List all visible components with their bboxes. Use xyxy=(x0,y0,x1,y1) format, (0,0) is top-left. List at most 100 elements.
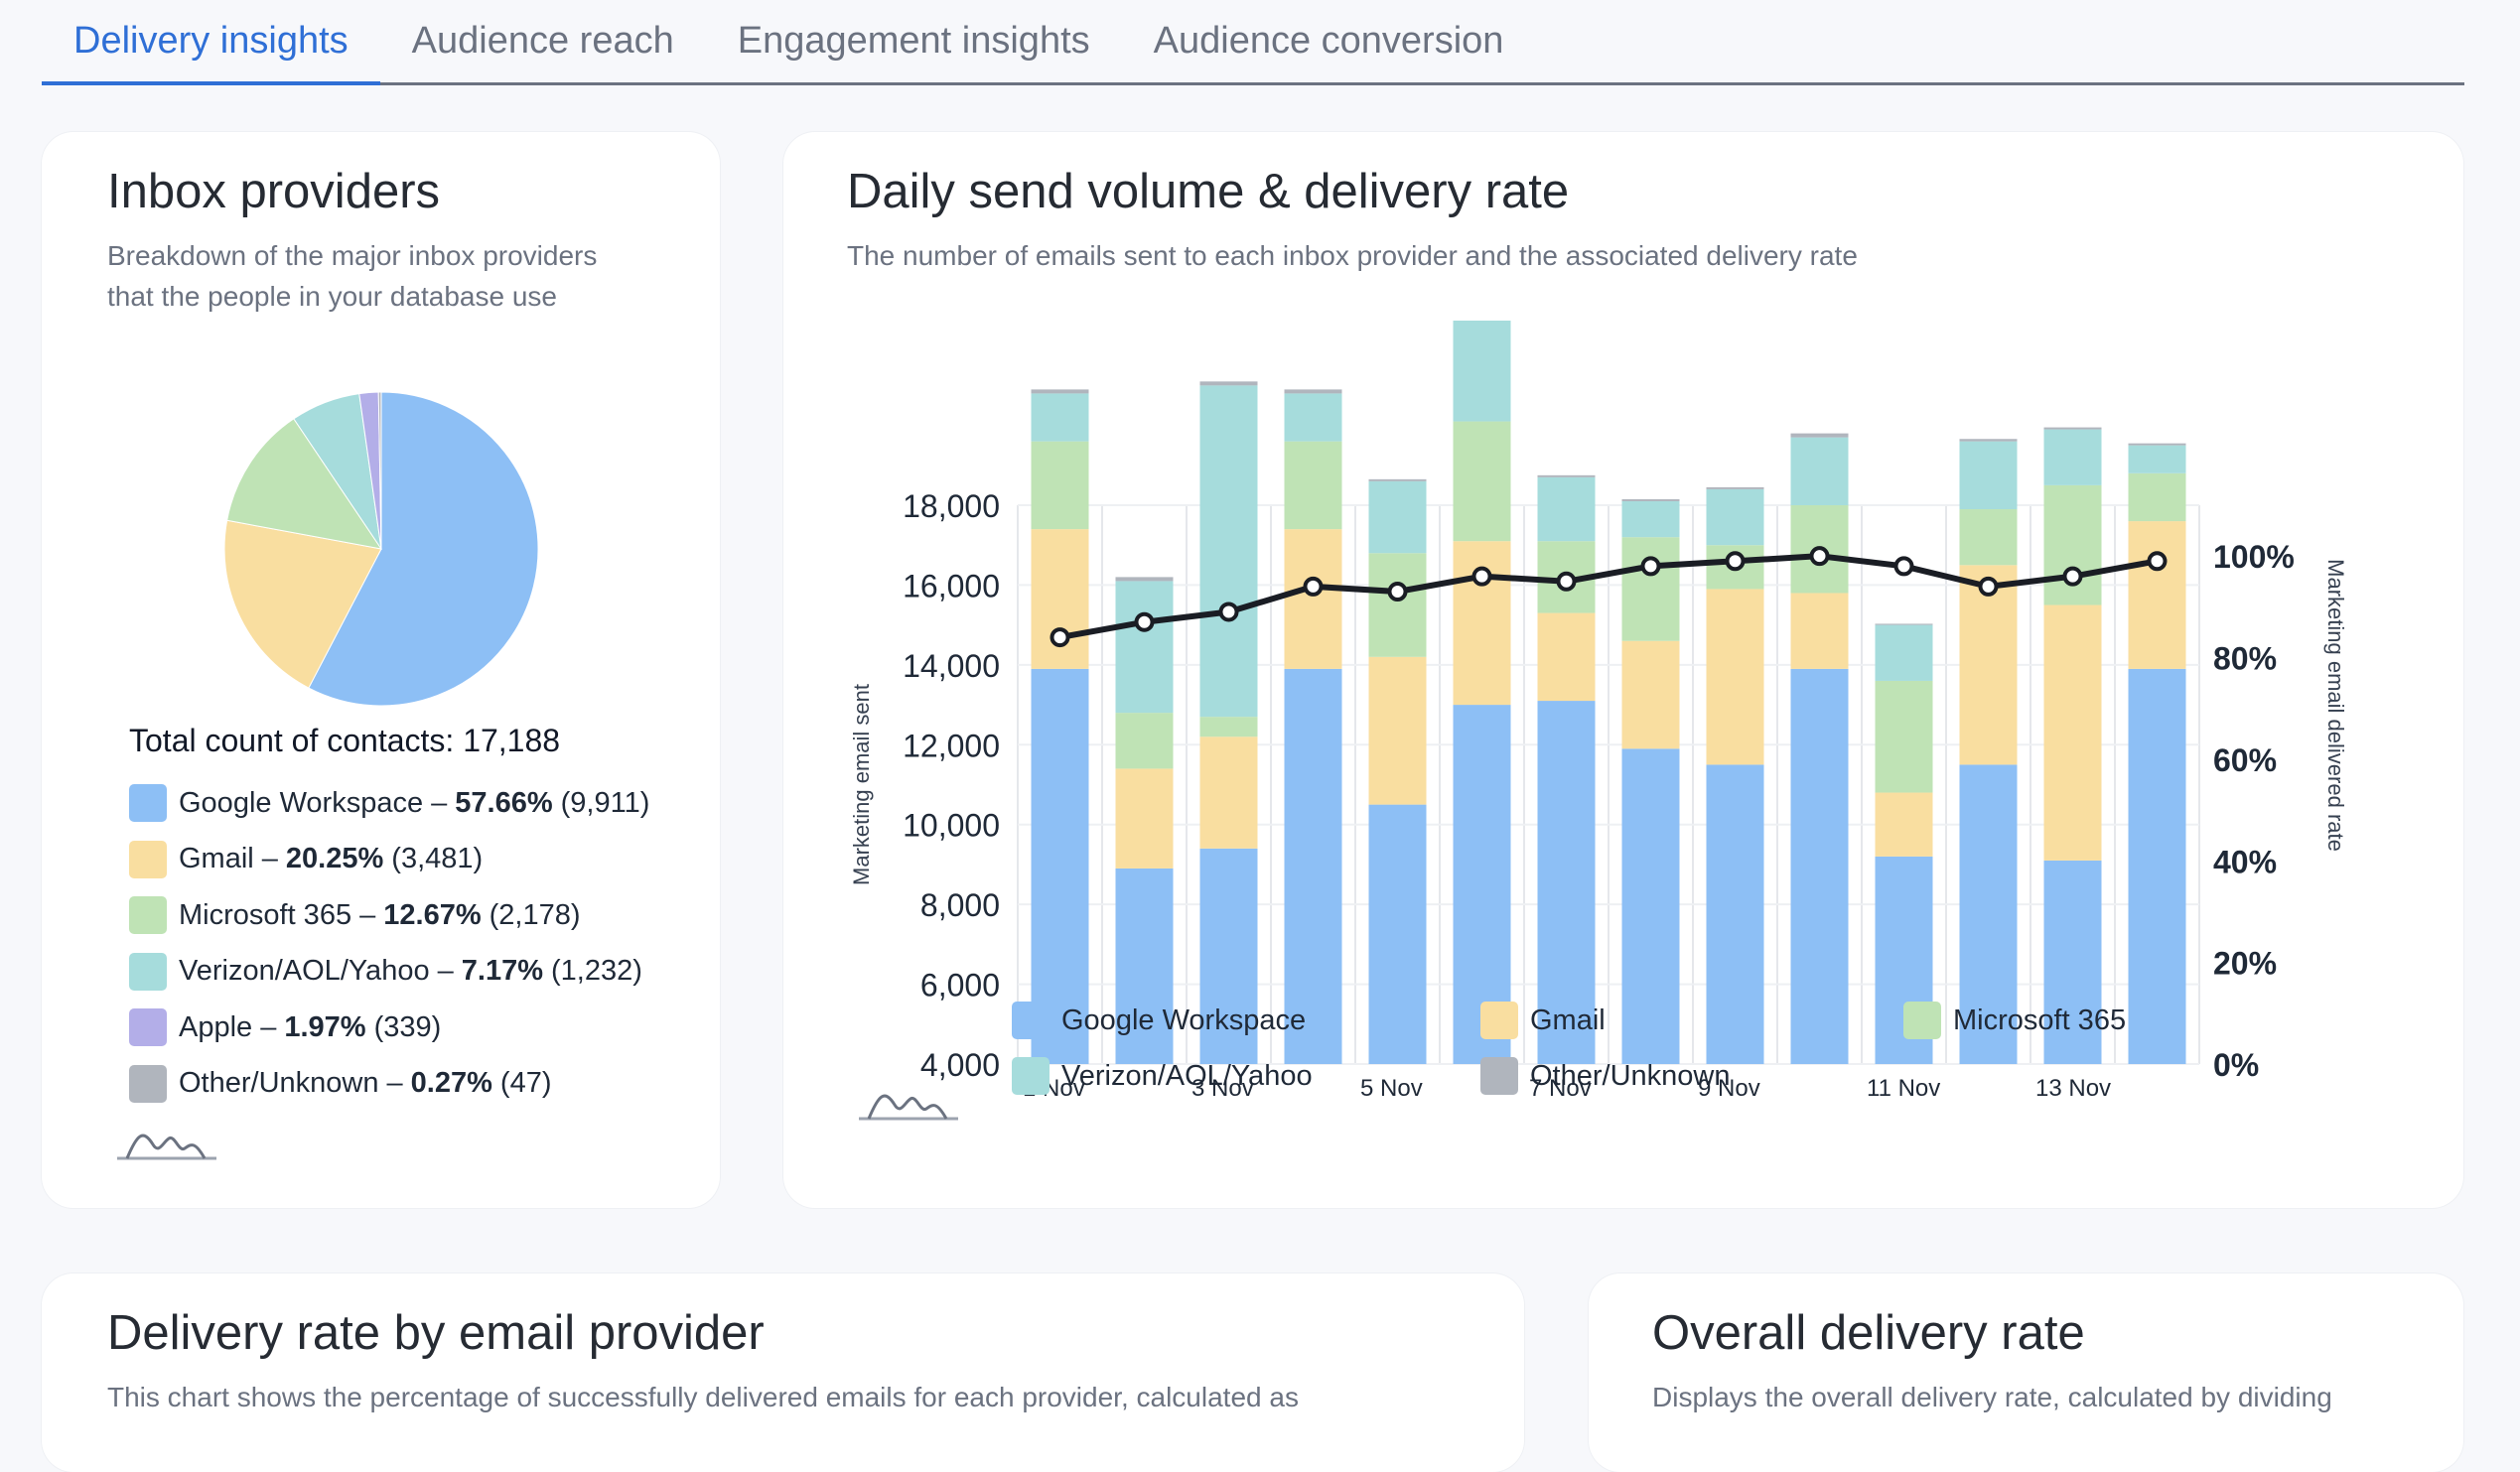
delivery-rate-point-9-nov[interactable] xyxy=(1725,551,1746,572)
bar-verizon-aol-yahoo-8-nov[interactable] xyxy=(1621,500,1680,538)
delivery-rate-point-13-nov[interactable] xyxy=(2062,566,2083,587)
bar-gmail-11-nov[interactable] xyxy=(1875,792,1933,857)
bar-microsoft-365-13-nov[interactable] xyxy=(2043,484,2102,605)
bar-verizon-aol-yahoo-7-nov[interactable] xyxy=(1537,476,1596,542)
bar-verizon-aol-yahoo-4-nov[interactable] xyxy=(1284,393,1342,442)
bar-verizon-aol-yahoo-3-nov[interactable] xyxy=(1199,385,1258,718)
chart-legend-item-verizon-aol-yahoo[interactable]: Verizon/AOL/Yahoo xyxy=(1012,1054,1313,1098)
bar-google-workspace-2-nov[interactable] xyxy=(1115,868,1174,1064)
bar-other-unknown-4-nov[interactable] xyxy=(1284,389,1342,394)
bar-verizon-aol-yahoo-12-nov[interactable] xyxy=(1959,441,2018,510)
bar-microsoft-365-14-nov[interactable] xyxy=(2128,472,2186,522)
legend-item-gmail[interactable]: Gmail –20.25% (3,481) xyxy=(129,839,483,880)
delivery-rate-point-12-nov[interactable] xyxy=(1978,576,1999,597)
delivery-rate-point-4-nov[interactable] xyxy=(1303,576,1324,597)
legend-item-verizon-aol-yahoo[interactable]: Verizon/AOL/Yahoo –7.17% (1,232) xyxy=(129,951,642,993)
bar-microsoft-365-6-nov[interactable] xyxy=(1453,421,1511,542)
bar-verizon-aol-yahoo-1-nov[interactable] xyxy=(1031,393,1089,442)
bar-google-workspace-4-nov[interactable] xyxy=(1284,668,1342,1064)
pie-slice-other-unknown[interactable] xyxy=(377,391,382,550)
bar-verizon-aol-yahoo-14-nov[interactable] xyxy=(2128,445,2186,473)
bar-other-unknown-5-nov[interactable] xyxy=(1368,478,1427,481)
bar-other-unknown-1-nov[interactable] xyxy=(1031,389,1089,394)
delivery-rate-point-11-nov[interactable] xyxy=(1893,556,1914,577)
bar-gmail-6-nov[interactable] xyxy=(1453,541,1511,706)
tab-engagement-insights[interactable]: Engagement insights xyxy=(737,20,1090,62)
delivery-rate-point-1-nov[interactable] xyxy=(1050,627,1070,648)
chart-legend-item-gmail[interactable]: Gmail xyxy=(1480,999,1606,1042)
bar-google-workspace-14-nov[interactable] xyxy=(2128,668,2186,1064)
bar-microsoft-365-12-nov[interactable] xyxy=(1959,509,2018,566)
bar-other-unknown-11-nov[interactable] xyxy=(1875,623,1933,625)
bar-gmail-12-nov[interactable] xyxy=(1959,565,2018,765)
delivery-rate-point-14-nov[interactable] xyxy=(2147,551,2168,572)
bar-gmail-14-nov[interactable] xyxy=(2128,521,2186,669)
bar-verizon-aol-yahoo-6-nov[interactable] xyxy=(1453,321,1511,422)
bar-google-workspace-10-nov[interactable] xyxy=(1790,668,1849,1064)
bar-other-unknown-3-nov[interactable] xyxy=(1199,381,1258,386)
bar-gmail-8-nov[interactable] xyxy=(1621,640,1680,749)
bar-google-workspace-12-nov[interactable] xyxy=(1959,764,2018,1064)
bar-google-workspace-8-nov[interactable] xyxy=(1621,748,1680,1064)
bar-verizon-aol-yahoo-11-nov[interactable] xyxy=(1875,624,1933,681)
bar-other-unknown-14-nov[interactable] xyxy=(2128,443,2186,446)
bar-other-unknown-2-nov[interactable] xyxy=(1115,577,1174,582)
bar-google-workspace-7-nov[interactable] xyxy=(1537,701,1596,1064)
legend-name: Verizon/AOL/Yahoo – xyxy=(179,955,454,987)
bar-verizon-aol-yahoo-9-nov[interactable] xyxy=(1706,488,1764,546)
bar-verizon-aol-yahoo-13-nov[interactable] xyxy=(2043,429,2102,485)
bar-other-unknown-12-nov[interactable] xyxy=(1959,439,2018,442)
bar-verizon-aol-yahoo-10-nov[interactable] xyxy=(1790,437,1849,505)
bar-google-workspace-13-nov[interactable] xyxy=(2043,860,2102,1064)
bar-microsoft-365-8-nov[interactable] xyxy=(1621,537,1680,641)
bar-other-unknown-10-nov[interactable] xyxy=(1790,433,1849,438)
tab-audience-reach[interactable]: Audience reach xyxy=(411,20,674,62)
bar-gmail-10-nov[interactable] xyxy=(1790,593,1849,669)
delivery-rate-point-2-nov[interactable] xyxy=(1134,611,1155,632)
bar-verizon-aol-yahoo-2-nov[interactable] xyxy=(1115,581,1174,714)
bar-gmail-13-nov[interactable] xyxy=(2043,604,2102,861)
bar-microsoft-365-2-nov[interactable] xyxy=(1115,713,1174,769)
bar-other-unknown-13-nov[interactable] xyxy=(2043,427,2102,430)
bar-google-workspace-1-nov[interactable] xyxy=(1031,668,1089,1064)
legend-item-microsoft-365[interactable]: Microsoft 365 –12.67% (2,178) xyxy=(129,894,581,936)
bar-google-workspace-3-nov[interactable] xyxy=(1199,848,1258,1064)
bar-microsoft-365-4-nov[interactable] xyxy=(1284,441,1342,530)
chart-legend-item-other-unknown[interactable]: Other/Unknown xyxy=(1480,1054,1731,1098)
legend-item-google-workspace[interactable]: Google Workspace –57.66% (9,911) xyxy=(129,782,649,824)
tab-delivery-insights[interactable]: Delivery insights xyxy=(42,0,380,85)
chart-legend-item-microsoft-365[interactable]: Microsoft 365 xyxy=(1903,999,2126,1042)
bar-microsoft-365-5-nov[interactable] xyxy=(1368,553,1427,657)
bar-microsoft-365-3-nov[interactable] xyxy=(1199,717,1258,737)
chart-legend-item-google-workspace[interactable]: Google Workspace xyxy=(1012,999,1306,1042)
pie-slice-gmail[interactable] xyxy=(223,519,382,689)
bar-other-unknown-8-nov[interactable] xyxy=(1621,498,1680,501)
delivery-rate-point-3-nov[interactable] xyxy=(1218,602,1239,622)
bar-gmail-9-nov[interactable] xyxy=(1706,589,1764,765)
pie-slice-microsoft-365[interactable] xyxy=(226,418,383,550)
tab-audience-conversion[interactable]: Audience conversion xyxy=(1153,20,1504,62)
bar-other-unknown-9-nov[interactable] xyxy=(1706,486,1764,489)
delivery-rate-point-10-nov[interactable] xyxy=(1809,546,1830,567)
bar-google-workspace-5-nov[interactable] xyxy=(1368,804,1427,1064)
bar-gmail-7-nov[interactable] xyxy=(1537,612,1596,702)
bar-microsoft-365-1-nov[interactable] xyxy=(1031,441,1089,530)
pie-slice-google-workspace[interactable] xyxy=(308,391,539,707)
bar-gmail-3-nov[interactable] xyxy=(1199,736,1258,849)
delivery-rate-point-5-nov[interactable] xyxy=(1387,582,1408,602)
bar-microsoft-365-11-nov[interactable] xyxy=(1875,680,1933,793)
bar-gmail-4-nov[interactable] xyxy=(1284,529,1342,669)
delivery-rate-point-6-nov[interactable] xyxy=(1471,566,1492,587)
legend-item-other-unknown[interactable]: Other/Unknown –0.27% (47) xyxy=(129,1063,551,1105)
legend-name: Google Workspace – xyxy=(179,786,448,819)
bar-verizon-aol-yahoo-5-nov[interactable] xyxy=(1368,480,1427,554)
bar-gmail-1-nov[interactable] xyxy=(1031,529,1089,669)
bar-gmail-2-nov[interactable] xyxy=(1115,768,1174,869)
bar-google-workspace-9-nov[interactable] xyxy=(1706,764,1764,1064)
daily-send-title: Daily send volume & delivery rate xyxy=(847,165,1570,218)
bar-gmail-5-nov[interactable] xyxy=(1368,656,1427,805)
delivery-rate-point-8-nov[interactable] xyxy=(1640,556,1661,577)
delivery-rate-point-7-nov[interactable] xyxy=(1556,571,1577,592)
legend-item-apple[interactable]: Apple –1.97% (339) xyxy=(129,1006,441,1048)
bar-other-unknown-7-nov[interactable] xyxy=(1537,474,1596,477)
